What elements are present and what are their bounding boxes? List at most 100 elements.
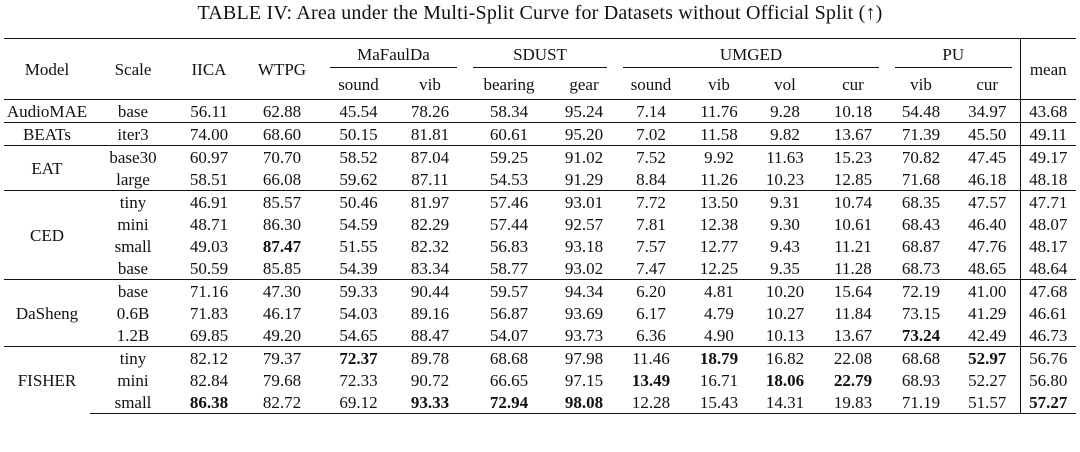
value-cell: 89.16: [410, 303, 450, 323]
value-cell: 47.76: [968, 236, 1007, 256]
value-cell: 86.30: [262, 214, 302, 234]
value-cell: 41.29: [968, 303, 1007, 323]
value-cell: 79.68: [262, 370, 302, 390]
value-cell: 59.62: [339, 169, 378, 189]
value-cell: 91.29: [564, 169, 604, 189]
value-cell: 47.45: [955, 145, 1020, 168]
value-cell: 68.35: [887, 190, 955, 213]
mean-value-cell: 49.17: [1019, 145, 1076, 168]
value-cell: 87.11: [411, 169, 449, 189]
value-cell: 9.28: [751, 99, 819, 123]
table-row: CED tiny 46.91 85.57 50.46 81.97 57.46 93.01 7.7…: [4, 190, 1076, 280]
value-cell: 98.08: [553, 391, 615, 414]
mean-value-cell: 48.17: [1019, 235, 1076, 257]
mean-value-cell: 47.68: [1019, 279, 1076, 302]
value-cell: 72.33: [339, 370, 378, 390]
value-cell: 12.85: [833, 169, 873, 189]
value-cell: 68.93: [901, 370, 941, 390]
best-value: 52.97: [968, 348, 1007, 368]
mean-value-cell: 47.71: [1019, 190, 1076, 213]
value-cell: 74.00: [176, 122, 242, 146]
col-header-model: Model: [4, 38, 90, 100]
value-cell: 11.28: [834, 258, 872, 278]
value-cell: 93.18: [564, 236, 604, 256]
value-cell: 13.49: [615, 369, 687, 391]
sub-header-pu-cur: cur: [976, 75, 999, 94]
value-cell: 72.94: [465, 391, 553, 414]
value-cell: 56.83: [489, 236, 529, 256]
value-cell: 7.81: [636, 214, 666, 234]
results-table: Model Scale IICA WTPG MaFaulDa SDUST UMG…: [4, 38, 1076, 414]
value-cell: 72.37: [322, 346, 395, 369]
value-cell: 50.15: [322, 122, 395, 146]
value-cell: 48.71: [189, 214, 229, 234]
sub-header-mafaulda-sound: sound: [338, 75, 379, 94]
table-row: AudioMAE base 56.11 62.88 45.54 78.26 58.34 95.…: [4, 99, 1076, 123]
value-cell: 93.69: [564, 303, 604, 323]
value-cell: 9.30: [770, 214, 800, 234]
value-cell: 71.16: [176, 279, 242, 302]
value-cell: 6.36: [636, 325, 666, 345]
value-cell: 10.13: [765, 325, 805, 345]
value-cell: 62.88: [242, 99, 322, 123]
value-cell: 12.28: [615, 391, 687, 414]
value-cell: 88.47: [410, 325, 450, 345]
value-cell: 71.19: [887, 391, 955, 414]
table-row: small 86.38 82.72 69.12 93.33 72.94 98.08 12.28…: [4, 391, 1076, 414]
table-row: small 49.03 87.47 51.55 82.32 56.83 93.18 7.57 1…: [4, 235, 1076, 257]
sub-header-sdust-bearing: bearing: [483, 75, 535, 94]
mean-value-cell: 56.76: [1019, 346, 1076, 369]
value-cell: 54.39: [339, 258, 378, 278]
value-cell: 15.64: [819, 279, 887, 302]
value-cell: 92.57: [564, 214, 604, 234]
best-value: 72.94: [489, 392, 529, 412]
value-cell: 68.68: [465, 346, 553, 369]
value-cell: 9.31: [751, 190, 819, 213]
value-cell: 50.59: [189, 258, 229, 278]
best-value: 57.27: [1029, 392, 1068, 412]
value-cell: 57.46: [465, 190, 553, 213]
mean-value-cell: 49.11: [1019, 122, 1076, 146]
value-cell: 42.49: [968, 325, 1007, 345]
value-cell: 90.72: [410, 370, 450, 390]
value-cell: 12.25: [699, 258, 739, 278]
value-cell: 56.11: [176, 99, 242, 123]
value-cell: 58.34: [465, 99, 553, 123]
table-row: base 50.59 85.85 54.39 83.34 58.77 93.02 7.47 12…: [4, 257, 1076, 280]
table-row: EAT base30 60.97 70.70 58.52 87.04 59.25 91.02 7…: [4, 145, 1076, 191]
table-row: 1.2B 69.85 49.20 54.65 88.47 54.07 93.73 6.36 4.…: [4, 324, 1076, 347]
value-cell: 68.73: [901, 258, 941, 278]
value-cell: 87.47: [242, 235, 322, 257]
scale-cell: base30: [90, 145, 176, 168]
value-cell: 11.26: [700, 169, 738, 189]
value-cell: 71.68: [901, 169, 941, 189]
value-cell: 54.65: [339, 325, 378, 345]
value-cell: 11.76: [687, 99, 751, 123]
value-cell: 97.15: [564, 370, 604, 390]
best-value: 87.47: [262, 236, 302, 256]
mean-value-cell: 46.73: [1019, 324, 1076, 347]
col-group-mafaulda: MaFaulDa: [322, 38, 465, 70]
value-cell: 82.32: [410, 236, 450, 256]
value-cell: 7.47: [636, 258, 666, 278]
value-cell: 7.57: [636, 236, 666, 256]
value-cell: 68.68: [887, 346, 955, 369]
scale-cell: mini: [117, 370, 149, 390]
value-cell: 81.97: [395, 190, 465, 213]
model-name-cell: FISHER: [4, 346, 90, 414]
value-cell: 68.87: [901, 236, 941, 256]
scale-cell: small: [90, 391, 176, 414]
value-cell: 48.65: [968, 258, 1007, 278]
value-cell: 11.21: [834, 236, 872, 256]
value-cell: 71.39: [887, 122, 955, 146]
value-cell: 83.34: [410, 258, 450, 278]
value-cell: 16.71: [699, 370, 739, 390]
value-cell: 82.72: [242, 391, 322, 414]
value-cell: 87.04: [395, 145, 465, 168]
value-cell: 46.40: [968, 214, 1007, 234]
mean-value-cell: 46.61: [1019, 302, 1076, 324]
best-value: 18.06: [765, 370, 805, 390]
value-cell: 52.27: [968, 370, 1007, 390]
value-cell: 94.34: [553, 279, 615, 302]
model-name-cell: DaSheng: [4, 279, 90, 347]
